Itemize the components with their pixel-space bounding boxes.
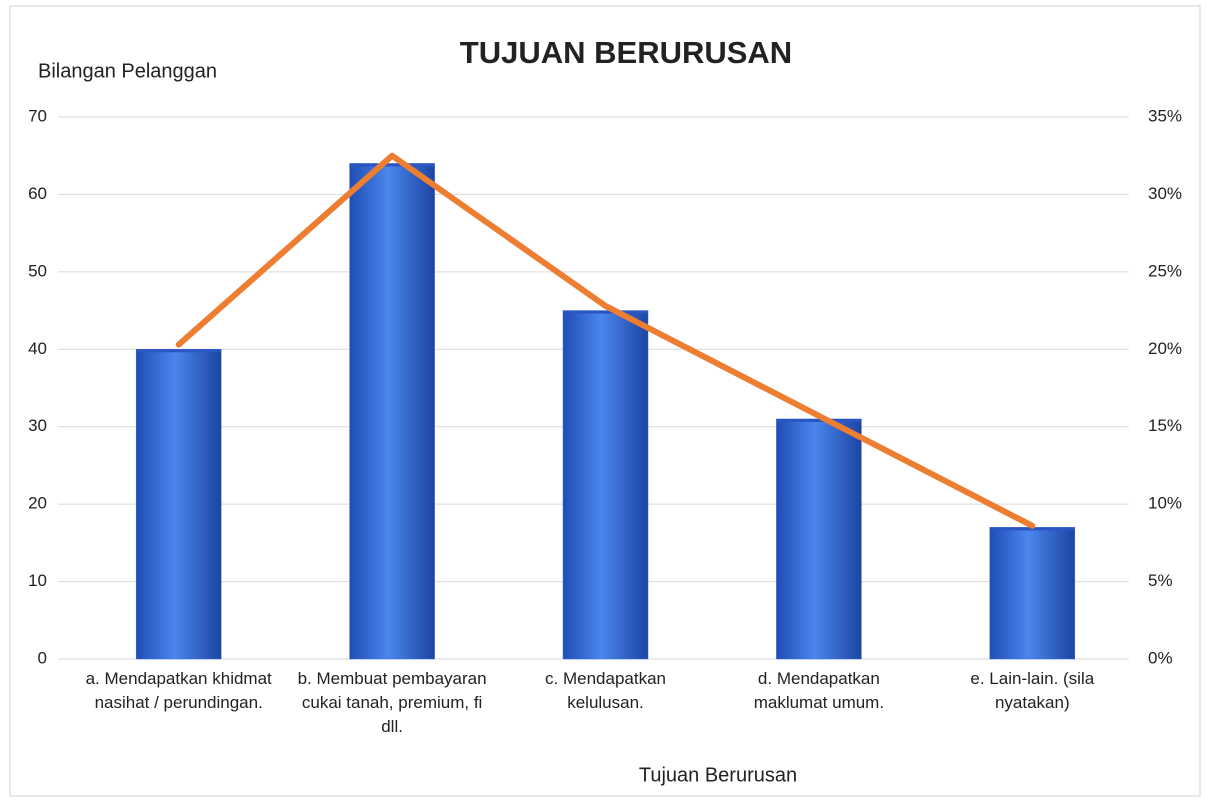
x-tick-label: c. Mendapatkan kelulusan. [545,669,666,712]
y-tick-label: 30 [28,416,47,435]
bar [562,310,649,660]
y2-tick-label: 25% [1148,261,1182,280]
bar-top [563,310,648,314]
y-tick-label: 20 [28,494,47,513]
y-tick-label: 50 [28,261,47,280]
y-tick-label: 70 [28,106,47,125]
bar [776,418,862,660]
y-tick-label: 10 [28,571,47,590]
y2-tick-label: 20% [1148,339,1182,358]
bar-top [989,527,1075,531]
y2-tick-label: 15% [1148,416,1182,435]
y2-tick-label: 35% [1148,106,1182,125]
y-axis-title: Bilangan Pelanggan [38,60,217,82]
y2-tick-label: 30% [1148,184,1182,203]
x-tick-label: a. Mendapatkan khidmat nasihat / perundi… [85,669,272,712]
bar-top [349,163,435,167]
line-series [175,152,1036,529]
bar [349,163,435,660]
x-axis-title: Tujuan Berurusan [639,764,797,786]
y2-tick-label: 0% [1148,648,1173,667]
y-tick-label: 0 [38,648,47,667]
y2-tick-label: 10% [1148,494,1182,513]
bar-top [136,349,222,353]
bar [989,527,1076,660]
bar-top [776,418,862,422]
y-tick-label: 60 [28,184,47,203]
y2-tick-label: 5% [1148,571,1173,590]
x-tick-label: b. Membuat pembayaran cukai tanah, premi… [297,669,487,736]
x-tick-label: d. Mendapatkan maklumat umum. [753,669,885,712]
chart-border [9,5,1201,797]
chart-title: TUJUAN BERURUSAN [460,35,792,70]
y-tick-label: 40 [28,339,47,358]
bar [135,349,222,660]
x-tick-label: e. Lain-lain. (sila nyatakan) [970,669,1095,712]
